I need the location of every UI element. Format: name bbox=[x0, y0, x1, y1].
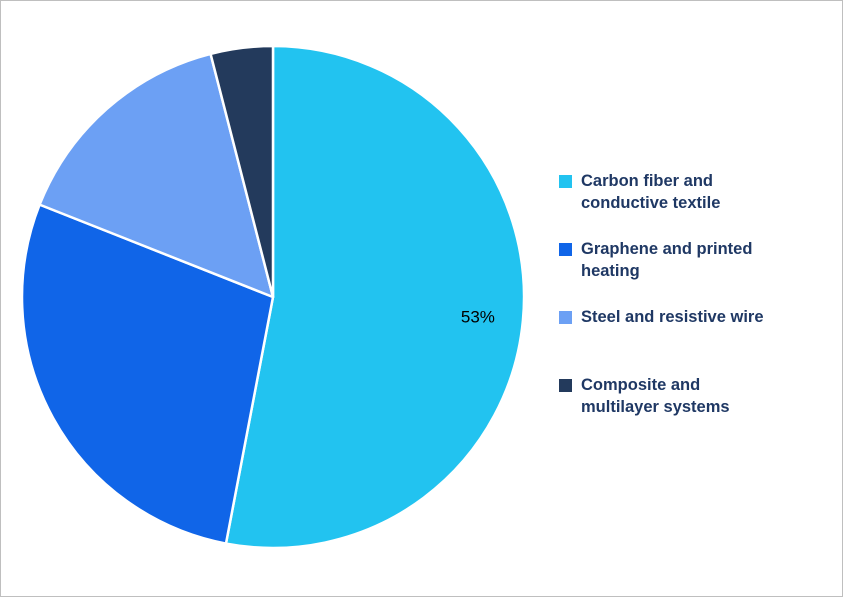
legend-swatch-steel bbox=[559, 311, 572, 324]
pie-slice bbox=[20, 203, 275, 545]
legend-label-steel: Steel and resistive wire bbox=[581, 308, 764, 326]
legend-item-graphene: Graphene and printed heating bbox=[559, 239, 791, 307]
pie-slice bbox=[38, 52, 275, 299]
legend-label-graphene: Graphene and printed heating bbox=[581, 240, 753, 280]
legend-item-steel: Steel and resistive wire bbox=[559, 307, 791, 375]
legend-item-composite: Composite and multilayer systems bbox=[559, 375, 791, 443]
legend: Carbon fiber and conductive textile Grap… bbox=[559, 171, 791, 443]
pie-chart: 53% bbox=[20, 44, 526, 550]
pie-slice bbox=[224, 44, 526, 550]
legend-item-carbon-fiber: Carbon fiber and conductive textile bbox=[559, 171, 791, 239]
pie-data-label: 53% bbox=[461, 307, 495, 326]
legend-label-carbon-fiber: Carbon fiber and conductive textile bbox=[581, 172, 721, 212]
legend-label-composite: Composite and multilayer systems bbox=[581, 376, 730, 416]
legend-swatch-composite bbox=[559, 379, 572, 392]
legend-swatch-carbon-fiber bbox=[559, 175, 572, 188]
pie-slice bbox=[209, 44, 275, 299]
legend-swatch-graphene bbox=[559, 243, 572, 256]
